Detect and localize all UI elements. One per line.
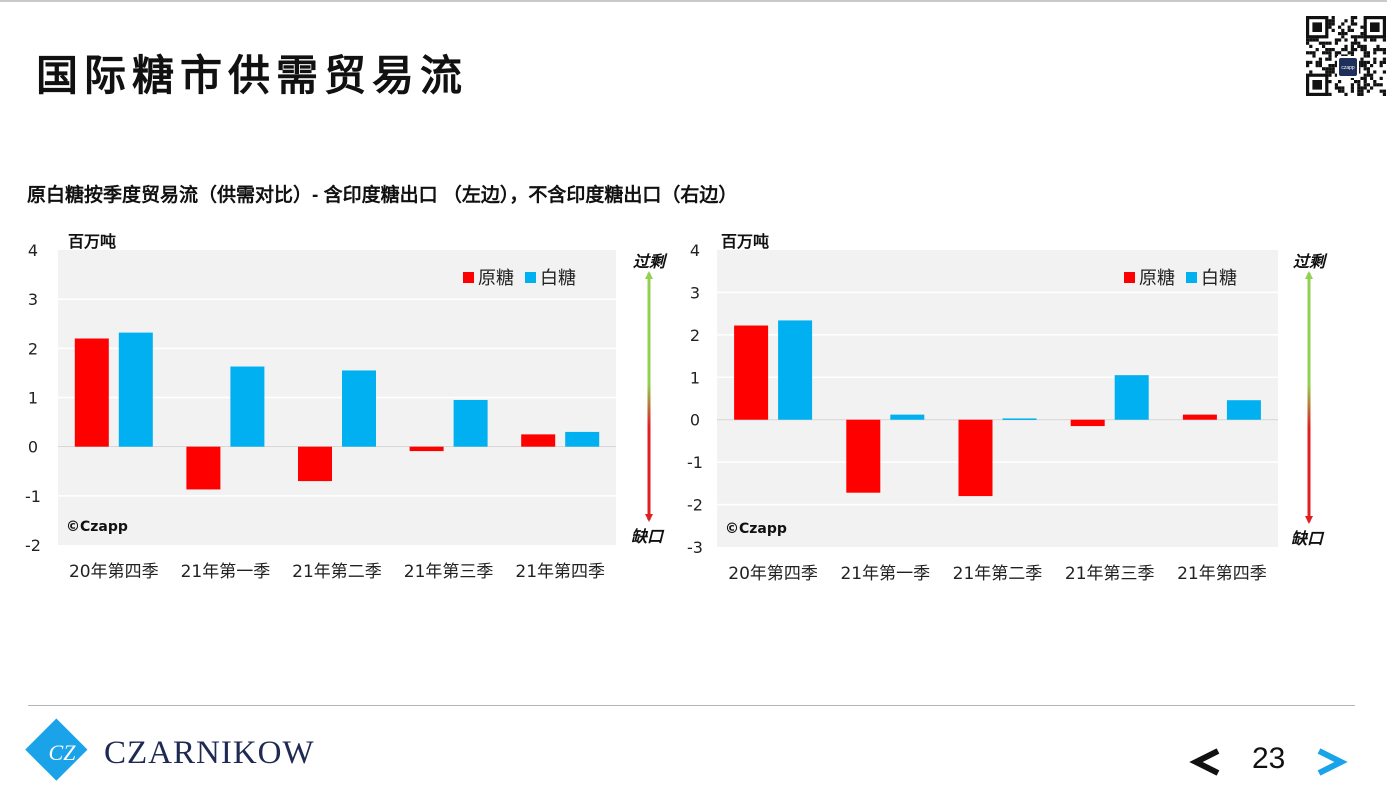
y-tick-label: -1 [25, 487, 41, 506]
chart-svg: 4 3 2 1 0 -1 -2 -3 百万吨 20年第四季 21年第一季 21年第二季 21年第三季 21… [687, 232, 1328, 584]
page-title: 国际糖市供需贸易流 [36, 51, 469, 100]
x-tick-label: 21年第三季 [404, 562, 494, 582]
czarnikow-logo-mark: CZ [49, 740, 77, 765]
arrow-head-up [645, 271, 653, 279]
y-tick-label: 4 [690, 241, 700, 260]
bar-raw-5 [1182, 414, 1217, 420]
legend-swatch [463, 272, 474, 283]
chart-svg: 4 3 2 1 0 -1 -2 百万吨 20年第四季 21年第一季 21年第二季 21年第三季 21年第… [25, 232, 668, 582]
arrow-head-down [1305, 516, 1313, 524]
x-tick-label: 21年第四季 [1177, 564, 1267, 584]
y-tick-label: 3 [28, 290, 38, 309]
surplus-deficit-arrow [647, 273, 651, 520]
bar-raw-2 [846, 419, 881, 493]
y-tick-label: 2 [28, 339, 38, 358]
legend-label: 原糖 [1139, 268, 1175, 289]
x-tick-label: 20年第四季 [69, 562, 159, 582]
bar-white-4 [453, 399, 488, 447]
bar-white-3 [1002, 418, 1037, 420]
legend-label: 白糖 [1201, 268, 1237, 289]
bar-white-1 [778, 320, 813, 420]
y-tick-label: -2 [687, 496, 703, 515]
bar-raw-4 [409, 446, 444, 452]
surplus-label: 过剩 [1293, 252, 1328, 271]
legend-swatch [1186, 272, 1197, 283]
surplus-deficit-arrow [1307, 273, 1311, 522]
next-page-button[interactable] [1313, 738, 1349, 784]
czarnikow-logo: CZ [22, 716, 352, 788]
legend-swatch [1124, 272, 1135, 283]
y-tick-label: 0 [690, 411, 700, 430]
arrow-head-down [645, 514, 653, 522]
bar-raw-2 [186, 446, 221, 490]
bar-raw-5 [521, 434, 556, 447]
y-axis-unit: 百万吨 [721, 232, 769, 251]
x-tick-label: 21年第四季 [515, 562, 605, 582]
chart-with-india-exports: 4 3 2 1 0 -1 -2 百万吨 20年第四季 21年第一季 21年第二季 21年第三季 21年第… [0, 228, 700, 598]
chevron-right-icon [1317, 748, 1348, 776]
footer-divider [28, 705, 1355, 706]
watermark: ©Czapp [66, 519, 128, 535]
surplus-label: 过剩 [633, 252, 668, 271]
chart-without-india-exports: 4 3 2 1 0 -1 -2 -3 百万吨 20年第四季 21年第一季 21年第二季 21年第三季 21… [660, 228, 1360, 598]
y-tick-label: -3 [687, 538, 703, 557]
bar-white-2 [890, 414, 925, 420]
bar-raw-1 [74, 338, 109, 447]
bar-white-5 [565, 431, 600, 447]
y-axis-unit: 百万吨 [68, 232, 116, 251]
deficit-label: 缺口 [631, 527, 665, 546]
bar-raw-3 [958, 419, 993, 497]
czarnikow-logo-diamond [25, 718, 88, 781]
bar-white-4 [1114, 375, 1149, 420]
y-tick-label: 2 [690, 326, 700, 345]
svg-text:czapp: czapp [1341, 65, 1355, 71]
y-tick-label: -2 [25, 536, 41, 555]
top-divider [0, 0, 1387, 2]
y-tick-label: 4 [28, 241, 38, 260]
x-tick-label: 21年第三季 [1065, 564, 1155, 584]
legend-swatch [525, 272, 536, 283]
czarnikow-logo-text: CZARNIKOW [104, 735, 315, 771]
x-tick-label: 21年第二季 [953, 564, 1043, 584]
previous-page-button[interactable] [1188, 738, 1224, 784]
bar-raw-3 [298, 446, 332, 482]
y-tick-label: 3 [690, 283, 700, 302]
qr-code: czapp [1305, 8, 1387, 106]
x-tick-label: 21年第一季 [840, 564, 930, 584]
y-tick-label: 1 [28, 389, 38, 408]
y-tick-label: 1 [690, 368, 700, 387]
bar-raw-4 [1070, 419, 1105, 427]
x-tick-label: 20年第四季 [728, 564, 818, 584]
bar-raw-1 [734, 325, 769, 420]
legend-label: 白糖 [540, 268, 576, 289]
watermark: ©Czapp [725, 521, 787, 537]
legend-label: 原糖 [478, 268, 514, 289]
chevron-left-icon [1189, 748, 1220, 776]
arrow-head-up [1305, 271, 1313, 279]
x-tick-label: 21年第二季 [292, 562, 382, 582]
y-tick-label: -1 [687, 453, 703, 472]
y-tick-label: 0 [28, 438, 38, 457]
bar-white-5 [1226, 400, 1261, 420]
bar-white-3 [342, 370, 376, 447]
bar-white-2 [230, 366, 265, 447]
x-tick-label: 21年第一季 [181, 562, 271, 582]
bar-white-1 [118, 332, 153, 447]
page-number: 23 [1252, 742, 1286, 775]
deficit-label: 缺口 [1291, 529, 1325, 548]
chart-subtitle: 原白糖按季度贸易流（供需对比）- 含印度糖出口 （左边），不含印度糖出口（右边） [27, 185, 738, 206]
